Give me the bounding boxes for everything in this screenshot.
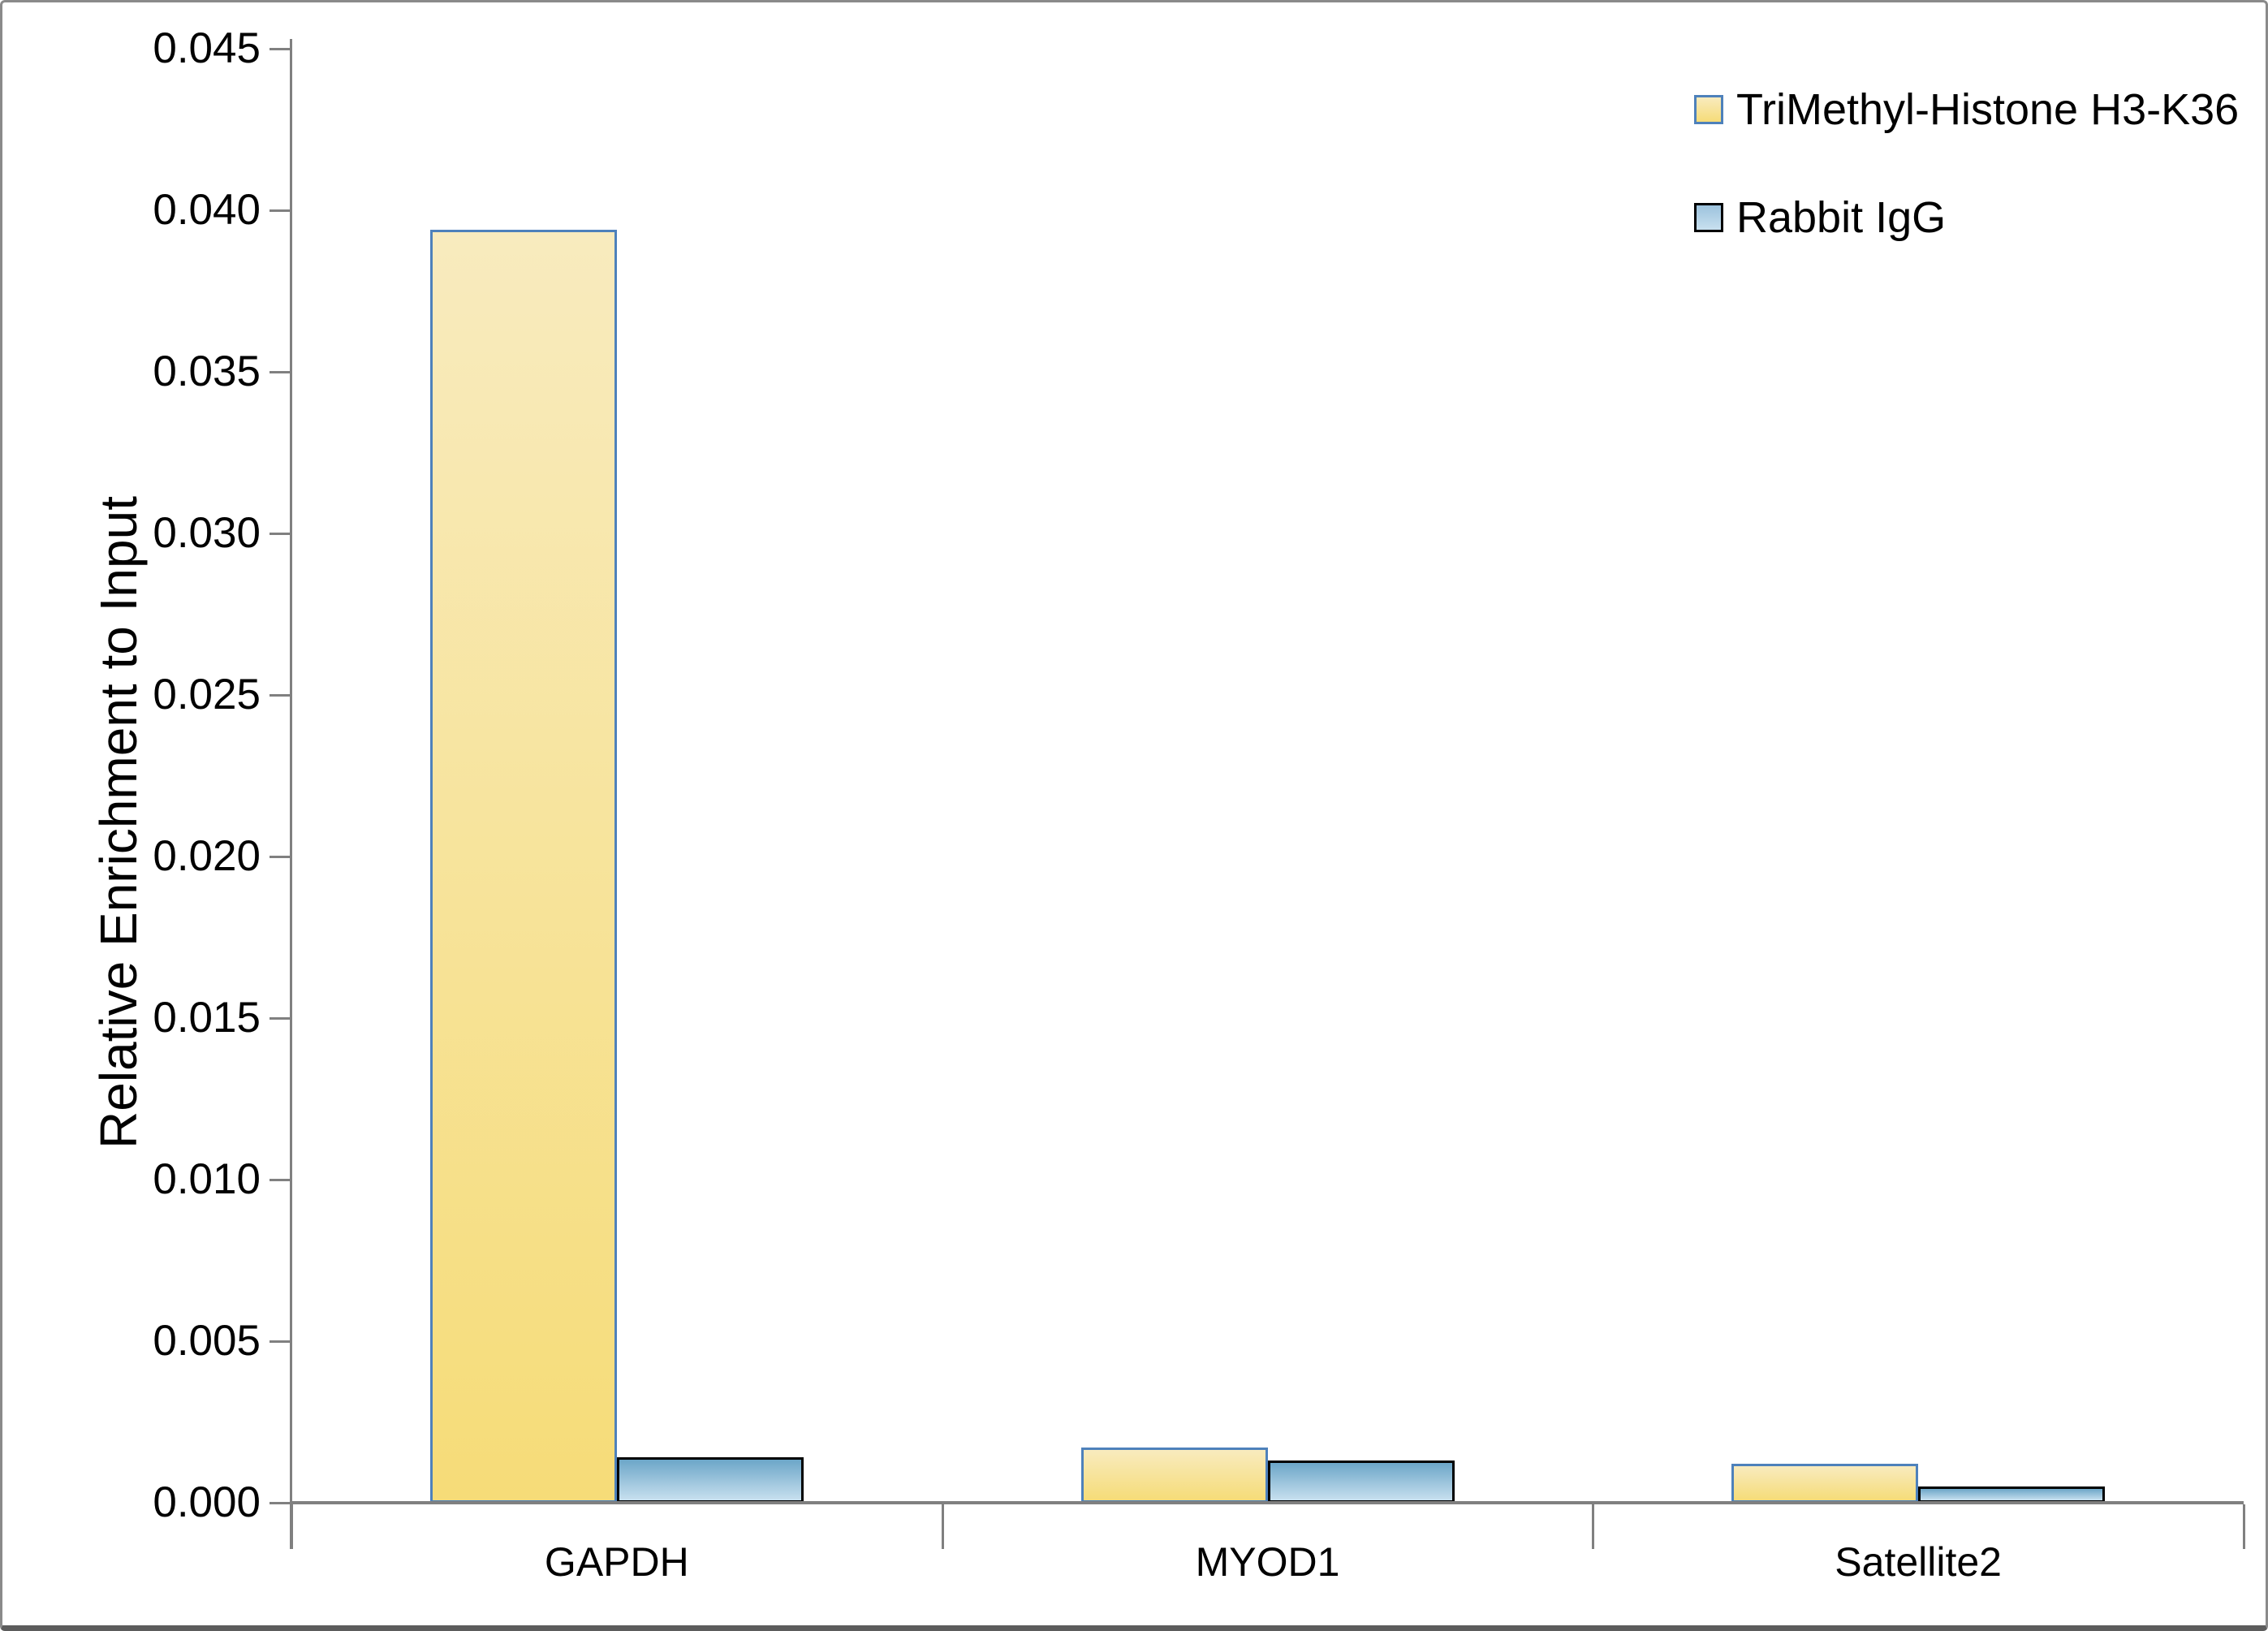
bar-igg-gapdh: [616, 1457, 804, 1503]
x-category-label-gapdh: GAPDH: [544, 1539, 689, 1585]
y-axis-title: Relative Enrichment to Input: [89, 496, 148, 1149]
bar-igg-satellite2: [1918, 1486, 2106, 1503]
y-tick-mark: [269, 694, 291, 697]
y-tick-mark: [269, 1017, 291, 1020]
y-tick-label: 0.015: [153, 994, 261, 1042]
y-tick-mark: [269, 1340, 291, 1343]
bar-igg-myod1: [1267, 1461, 1455, 1503]
y-tick-mark: [269, 1502, 291, 1504]
y-tick-mark: [269, 371, 291, 373]
x-category-label-satellite2: Satellite2: [1835, 1539, 2002, 1585]
y-tick-label: 0.025: [153, 671, 261, 718]
y-tick-label: 0.005: [153, 1317, 261, 1365]
y-tick-label: 0.030: [153, 509, 261, 557]
x-tick-mark: [2243, 1504, 2245, 1549]
legend-swatch-rabbit-igg: [1694, 203, 1723, 232]
y-tick-mark: [269, 856, 291, 858]
y-axis-line: [290, 39, 292, 1549]
y-tick-label: 0.045: [153, 24, 261, 72]
y-tick-label: 0.020: [153, 832, 261, 880]
legend-swatch-trimethyl-histone-h3-k36: [1694, 95, 1723, 124]
y-tick-label: 0.040: [153, 186, 261, 234]
legend-label-trimethyl-histone-h3-k36: TriMethyl-Histone H3-K36: [1736, 85, 2240, 134]
x-tick-mark: [1592, 1504, 1595, 1549]
bar-trimethyl-satellite2: [1731, 1464, 1919, 1503]
x-category-label-myod1: MYOD1: [1195, 1539, 1340, 1585]
y-tick-mark: [269, 209, 291, 212]
x-axis-line: [291, 1501, 2244, 1504]
legend-label-rabbit-igg: Rabbit IgG: [1736, 193, 1947, 242]
x-tick-mark: [291, 1504, 293, 1549]
bar-trimethyl-gapdh: [429, 230, 617, 1503]
y-tick-label: 0.000: [153, 1478, 261, 1526]
y-tick-mark: [269, 48, 291, 50]
y-tick-label: 0.035: [153, 347, 261, 395]
y-tick-mark: [269, 1179, 291, 1181]
y-tick-mark: [269, 533, 291, 535]
x-tick-mark: [941, 1504, 944, 1549]
y-tick-label: 0.010: [153, 1155, 261, 1203]
bar-trimethyl-myod1: [1080, 1448, 1268, 1503]
